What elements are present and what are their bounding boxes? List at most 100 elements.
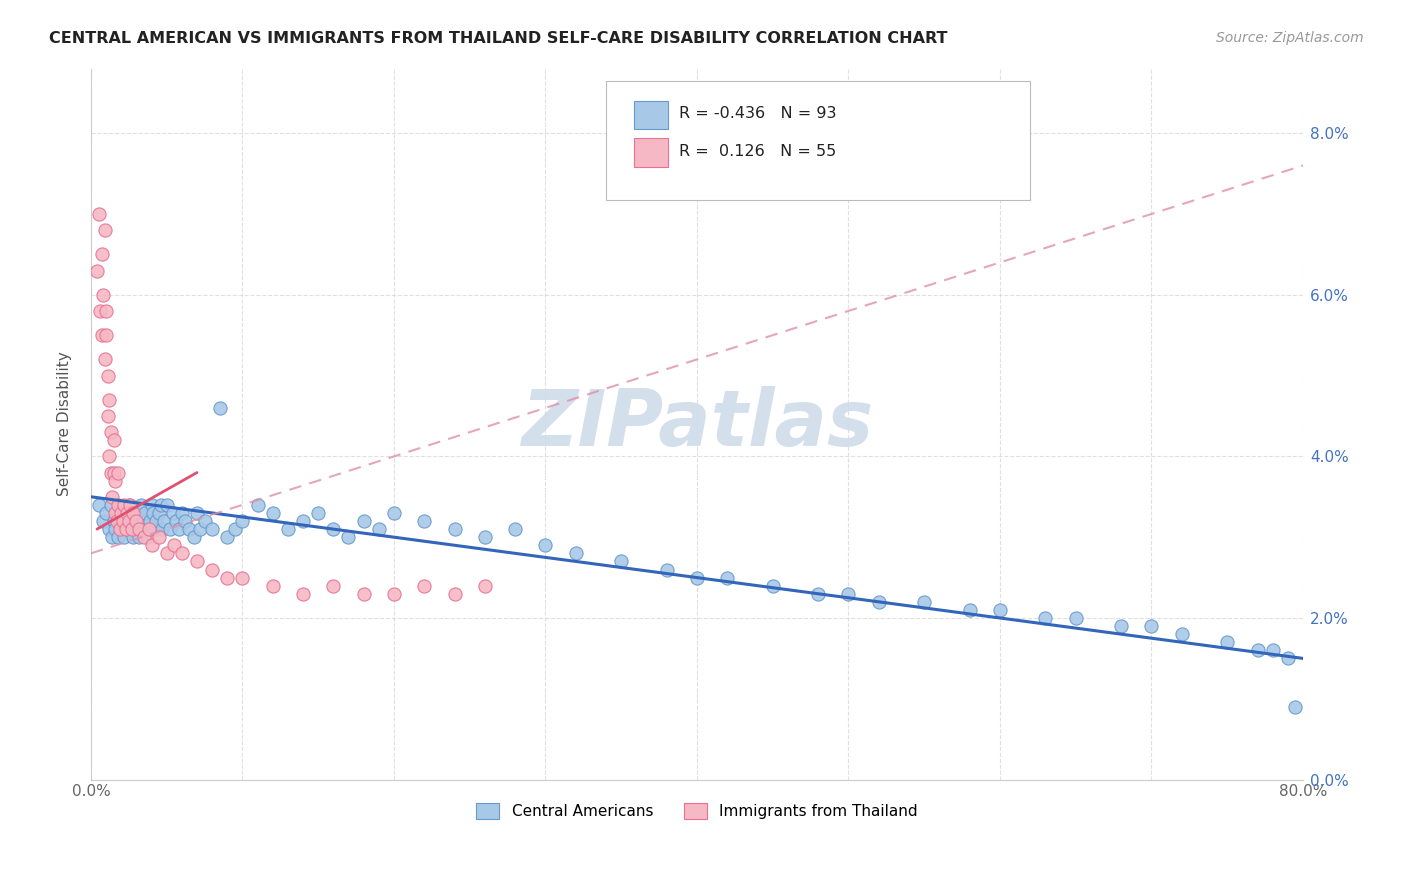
Point	[307, 506, 329, 520]
Point	[413, 514, 436, 528]
FancyBboxPatch shape	[606, 80, 1031, 200]
Point	[217, 571, 239, 585]
Point	[1216, 635, 1239, 649]
Point	[112, 498, 135, 512]
Point	[353, 587, 375, 601]
Point	[443, 587, 465, 601]
Point	[224, 522, 246, 536]
Point	[86, 263, 108, 277]
Point	[107, 498, 129, 512]
Point	[179, 522, 201, 536]
Bar	[634, 138, 668, 167]
Point	[93, 223, 115, 237]
Point	[186, 554, 208, 568]
Point	[87, 498, 110, 512]
Point	[353, 514, 375, 528]
Point	[1109, 619, 1132, 633]
Point	[138, 522, 160, 536]
Point	[98, 392, 121, 407]
Point	[1140, 619, 1163, 633]
Point	[125, 522, 148, 536]
Point	[98, 522, 121, 536]
Point	[159, 522, 181, 536]
Point	[103, 466, 125, 480]
Point	[139, 514, 162, 528]
Point	[150, 522, 173, 536]
Point	[246, 498, 269, 512]
Point	[97, 368, 120, 383]
Point	[173, 514, 195, 528]
Point	[474, 530, 496, 544]
Point	[156, 498, 179, 512]
Point	[165, 514, 187, 528]
Point	[104, 506, 127, 520]
Point	[170, 506, 193, 520]
Point	[474, 579, 496, 593]
Point	[121, 522, 143, 536]
Legend: Central Americans, Immigrants from Thailand: Central Americans, Immigrants from Thail…	[471, 797, 924, 825]
Point	[93, 352, 115, 367]
Point	[762, 579, 785, 593]
Point	[201, 562, 224, 576]
Point	[98, 450, 121, 464]
Point	[120, 514, 142, 528]
Point	[170, 546, 193, 560]
Point	[231, 571, 253, 585]
Point	[108, 522, 131, 536]
Point	[277, 522, 299, 536]
Point	[1035, 611, 1057, 625]
Point	[91, 514, 114, 528]
Point	[1246, 643, 1268, 657]
Point	[101, 530, 124, 544]
Point	[118, 514, 141, 528]
Point	[105, 506, 128, 520]
Point	[193, 514, 215, 528]
Point	[152, 514, 174, 528]
Point	[90, 328, 112, 343]
Point	[90, 247, 112, 261]
Point	[716, 571, 738, 585]
Point	[103, 434, 125, 448]
Point	[292, 514, 315, 528]
Point	[131, 522, 153, 536]
Point	[988, 603, 1011, 617]
Point	[118, 498, 141, 512]
Point	[141, 498, 163, 512]
Point	[534, 538, 557, 552]
Text: Source: ZipAtlas.com: Source: ZipAtlas.com	[1216, 31, 1364, 45]
Point	[686, 571, 709, 585]
Point	[186, 506, 208, 520]
Point	[117, 506, 139, 520]
Point	[1171, 627, 1194, 641]
Point	[124, 514, 146, 528]
Point	[262, 506, 284, 520]
Point	[167, 522, 190, 536]
Point	[1277, 651, 1299, 665]
Text: R = -0.436   N = 93: R = -0.436 N = 93	[679, 106, 837, 120]
Point	[145, 514, 167, 528]
Point	[100, 425, 122, 439]
Point	[110, 506, 132, 520]
Point	[262, 579, 284, 593]
Point	[201, 522, 224, 536]
Text: CENTRAL AMERICAN VS IMMIGRANTS FROM THAILAND SELF-CARE DISABILITY CORRELATION CH: CENTRAL AMERICAN VS IMMIGRANTS FROM THAI…	[49, 31, 948, 46]
Point	[868, 595, 890, 609]
Point	[292, 587, 315, 601]
Point	[128, 522, 150, 536]
Text: R =  0.126   N = 55: R = 0.126 N = 55	[679, 144, 837, 159]
Point	[111, 514, 134, 528]
Point	[97, 409, 120, 423]
Point	[108, 514, 131, 528]
Point	[208, 401, 231, 415]
Point	[156, 546, 179, 560]
Point	[1261, 643, 1284, 657]
Point	[94, 304, 117, 318]
Point	[87, 207, 110, 221]
Point	[217, 530, 239, 544]
Point	[1284, 699, 1306, 714]
Point	[413, 579, 436, 593]
Point	[104, 474, 127, 488]
Point	[912, 595, 935, 609]
Point	[89, 304, 111, 318]
Point	[149, 498, 172, 512]
